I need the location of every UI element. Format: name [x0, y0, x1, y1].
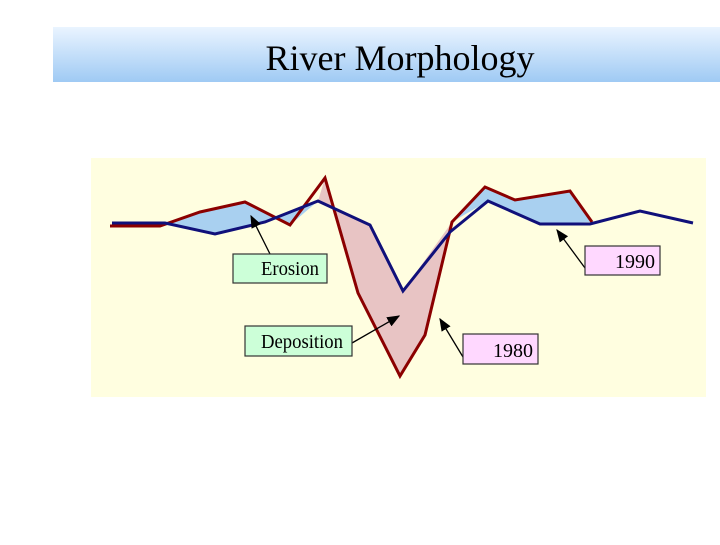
slide-title: River Morphology [266, 38, 535, 78]
deposition-label: Deposition [261, 331, 343, 353]
erosion-area [165, 201, 318, 234]
label-box [584, 245, 661, 276]
erosion-label: Erosion [261, 258, 319, 280]
arrow [250, 214, 271, 255]
profile-1980 [110, 174, 594, 380]
year-1990-label: 1990 [615, 251, 655, 273]
profile-1990 [112, 199, 694, 294]
deposition-area [318, 178, 452, 376]
arrow [439, 317, 464, 358]
arrow [351, 315, 401, 344]
year-1980-label: 1980 [493, 340, 533, 362]
label-box [232, 253, 328, 284]
arrow [556, 228, 586, 269]
erosion-area [452, 187, 592, 224]
title-bar [53, 27, 720, 82]
label-box [244, 325, 353, 357]
label-box [462, 333, 539, 365]
